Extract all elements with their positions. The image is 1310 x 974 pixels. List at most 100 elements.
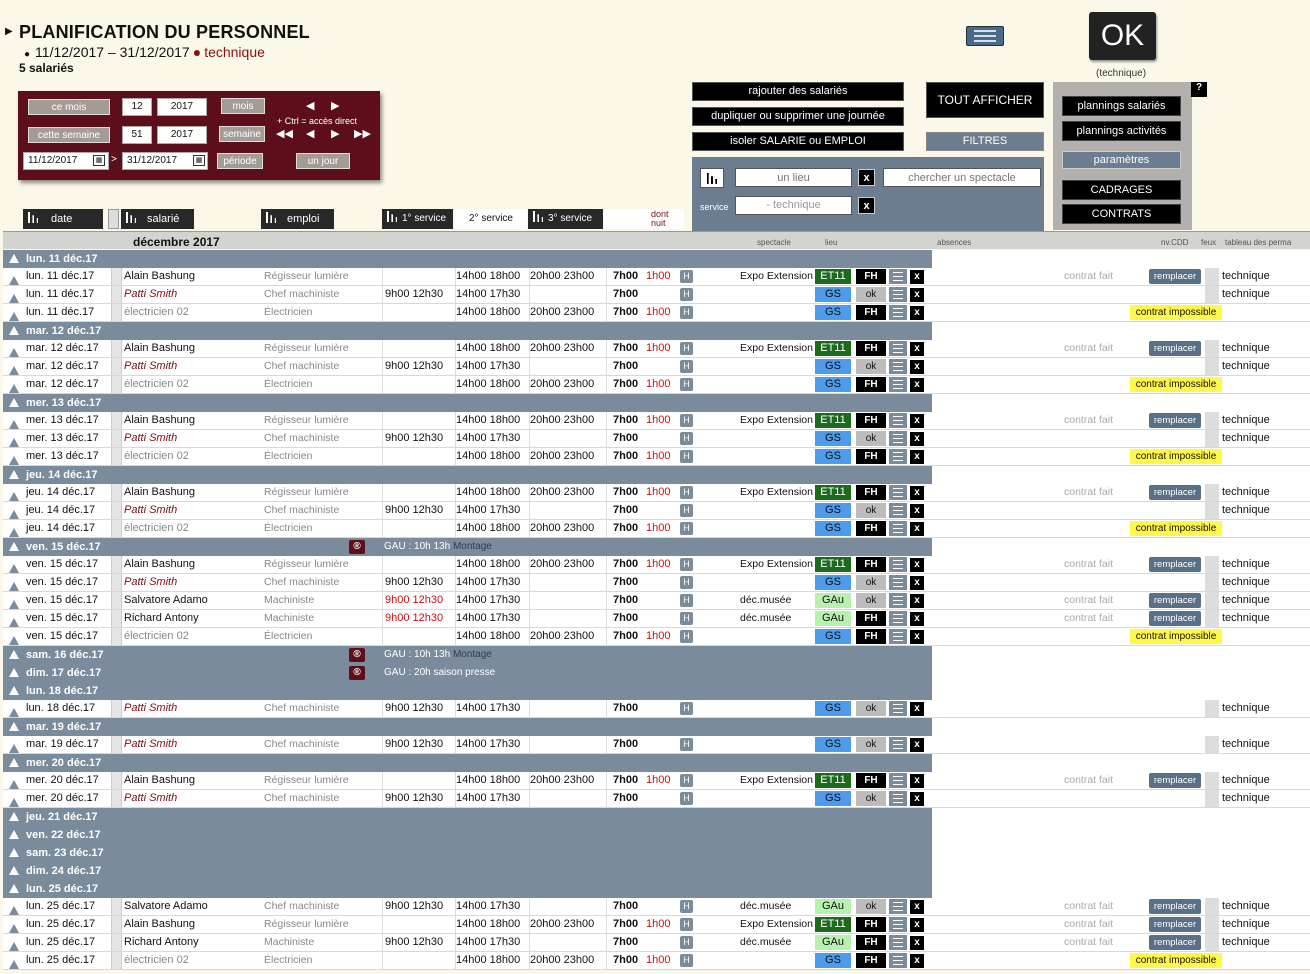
status-badge[interactable]: FH bbox=[856, 521, 886, 536]
menu-icon[interactable] bbox=[889, 935, 907, 950]
menu-icon[interactable] bbox=[889, 899, 907, 914]
hours-button[interactable]: H bbox=[680, 450, 693, 463]
row-checkbox[interactable] bbox=[111, 610, 122, 627]
service2-hours[interactable]: 14h00 17h30 bbox=[456, 288, 521, 300]
service3-hours[interactable]: 20h00 23h00 bbox=[530, 306, 595, 318]
triangle-up-icon[interactable] bbox=[9, 268, 19, 285]
planning-activities-button[interactable]: plannings activités bbox=[1062, 121, 1181, 141]
service3-hours[interactable]: 20h00 23h00 bbox=[530, 378, 595, 390]
place-badge[interactable]: ET11 bbox=[815, 413, 851, 428]
params-button[interactable]: paramètres bbox=[1062, 151, 1181, 169]
menu-icon[interactable] bbox=[889, 485, 907, 500]
employee-name[interactable]: Salvatore Adamo bbox=[124, 900, 208, 912]
hours-button[interactable]: H bbox=[680, 558, 693, 571]
month-number-field[interactable]: 12 bbox=[122, 98, 152, 116]
triangle-up-icon[interactable] bbox=[9, 286, 19, 303]
place-badge[interactable]: GS bbox=[815, 575, 851, 590]
row-checkbox[interactable] bbox=[111, 520, 122, 537]
employee-name[interactable]: Richard Antony bbox=[124, 936, 199, 948]
triangle-up-icon[interactable] bbox=[9, 574, 19, 591]
fast-forward-icon[interactable]: ▶▶ bbox=[354, 128, 371, 140]
delete-button[interactable]: x bbox=[910, 450, 924, 464]
arrow-right-icon[interactable]: ▶ bbox=[331, 128, 340, 140]
place-badge[interactable]: ET11 bbox=[815, 269, 851, 284]
triangle-up-icon[interactable] bbox=[9, 812, 19, 821]
show-search-input[interactable] bbox=[883, 168, 1041, 187]
service3-hours[interactable]: 20h00 23h00 bbox=[530, 954, 595, 966]
table-row[interactable]: ven. 15 déc.17 Patti Smith Chef machiniste… bbox=[3, 574, 1310, 592]
status-badge[interactable]: FH bbox=[856, 773, 886, 788]
hours-button[interactable]: H bbox=[680, 270, 693, 283]
sort-service1-tab[interactable]: 1° service bbox=[382, 209, 453, 229]
contracts-button[interactable]: CONTRATS bbox=[1062, 204, 1181, 224]
place-badge[interactable]: ET11 bbox=[815, 917, 851, 932]
triangle-up-icon[interactable] bbox=[9, 758, 19, 767]
status-badge[interactable]: FH bbox=[856, 413, 886, 428]
row-checkbox[interactable] bbox=[111, 574, 122, 591]
table-row[interactable]: mar. 12 déc.17 électricien 02 Électricien 1… bbox=[3, 376, 1310, 394]
service1-hours[interactable]: 9h00 12h30 bbox=[385, 288, 444, 300]
triangle-up-icon[interactable] bbox=[9, 650, 19, 659]
triangle-up-icon[interactable] bbox=[9, 668, 19, 677]
replace-button[interactable]: remplacer bbox=[1149, 413, 1201, 428]
delete-button[interactable]: x bbox=[910, 306, 924, 320]
place-badge[interactable]: GS bbox=[815, 953, 851, 968]
employee-name[interactable]: Patti Smith bbox=[124, 792, 178, 804]
status-badge[interactable]: FH bbox=[856, 305, 886, 320]
triangle-up-icon[interactable] bbox=[9, 520, 19, 537]
week-year-field[interactable]: 2017 bbox=[157, 126, 207, 144]
row-checkbox[interactable] bbox=[111, 790, 122, 807]
triangle-up-icon[interactable] bbox=[9, 340, 19, 357]
clear-service-button[interactable]: x bbox=[858, 197, 875, 214]
service3-hours[interactable]: 20h00 23h00 bbox=[530, 414, 595, 426]
status-badge[interactable]: ok bbox=[856, 287, 886, 302]
service2-hours[interactable]: 14h00 18h00 bbox=[456, 414, 521, 426]
table-row[interactable]: mar. 12 déc.17 Alain Bashung Régisseur lum… bbox=[3, 340, 1310, 358]
service2-hours[interactable]: 14h00 17h30 bbox=[456, 576, 521, 588]
table-row[interactable]: lun. 25 déc.17 électricien 02 Électricien 1… bbox=[3, 952, 1310, 970]
triangle-up-icon[interactable] bbox=[9, 326, 19, 335]
sort-job-tab[interactable]: emploi bbox=[261, 209, 334, 229]
help-button[interactable]: ? bbox=[1191, 82, 1207, 97]
hours-button[interactable]: H bbox=[680, 504, 693, 517]
triangle-up-icon[interactable] bbox=[9, 952, 19, 969]
hours-button[interactable]: H bbox=[680, 900, 693, 913]
triangle-up-icon[interactable] bbox=[9, 790, 19, 807]
hours-button[interactable]: H bbox=[680, 576, 693, 589]
planning-employees-button[interactable]: plannings salariés bbox=[1062, 96, 1181, 116]
ok-button[interactable]: OK bbox=[1089, 12, 1156, 60]
week-number-field[interactable]: 51 bbox=[122, 126, 152, 144]
table-row[interactable]: mer. 13 déc.17 Alain Bashung Régisseur lum… bbox=[3, 412, 1310, 430]
service2-hours[interactable]: 14h00 18h00 bbox=[456, 918, 521, 930]
service2-hours[interactable]: 14h00 18h00 bbox=[456, 954, 521, 966]
calendar-icon[interactable]: ▦ bbox=[93, 155, 105, 166]
triangle-up-icon[interactable] bbox=[9, 484, 19, 501]
service3-hours[interactable]: 20h00 23h00 bbox=[530, 558, 595, 570]
hours-button[interactable]: H bbox=[680, 306, 693, 319]
delete-button[interactable]: x bbox=[910, 900, 924, 914]
service3-hours[interactable]: 20h00 23h00 bbox=[530, 774, 595, 786]
status-badge[interactable]: ok bbox=[856, 791, 886, 806]
one-day-button[interactable]: un jour bbox=[296, 153, 350, 169]
employee-name[interactable]: électricien 02 bbox=[124, 522, 189, 534]
status-badge[interactable]: ok bbox=[856, 575, 886, 590]
employee-name[interactable]: électricien 02 bbox=[124, 954, 189, 966]
service3-hours[interactable]: 20h00 23h00 bbox=[530, 486, 595, 498]
place-badge[interactable]: GS bbox=[815, 449, 851, 464]
delete-button[interactable]: x bbox=[910, 738, 924, 752]
delete-button[interactable]: x bbox=[910, 774, 924, 788]
delete-button[interactable]: x bbox=[910, 360, 924, 374]
table-row[interactable]: ven. 15 déc.17 électricien 02 Électricien 1… bbox=[3, 628, 1310, 646]
row-checkbox[interactable] bbox=[111, 448, 122, 465]
table-row[interactable]: mer. 20 déc.17 Patti Smith Chef machiniste… bbox=[3, 790, 1310, 808]
place-badge[interactable]: GS bbox=[815, 629, 851, 644]
place-badge[interactable]: GS bbox=[815, 359, 851, 374]
registered-icon[interactable]: ® bbox=[349, 540, 365, 554]
table-row[interactable]: mer. 20 déc.17 Alain Bashung Régisseur lum… bbox=[3, 772, 1310, 790]
menu-icon[interactable] bbox=[889, 593, 907, 608]
row-checkbox[interactable] bbox=[111, 412, 122, 429]
service2-hours[interactable]: 14h00 17h30 bbox=[456, 792, 521, 804]
service-field[interactable]: - technique bbox=[735, 196, 852, 215]
calendar-icon[interactable]: ▦ bbox=[193, 155, 205, 166]
status-badge[interactable]: FH bbox=[856, 341, 886, 356]
